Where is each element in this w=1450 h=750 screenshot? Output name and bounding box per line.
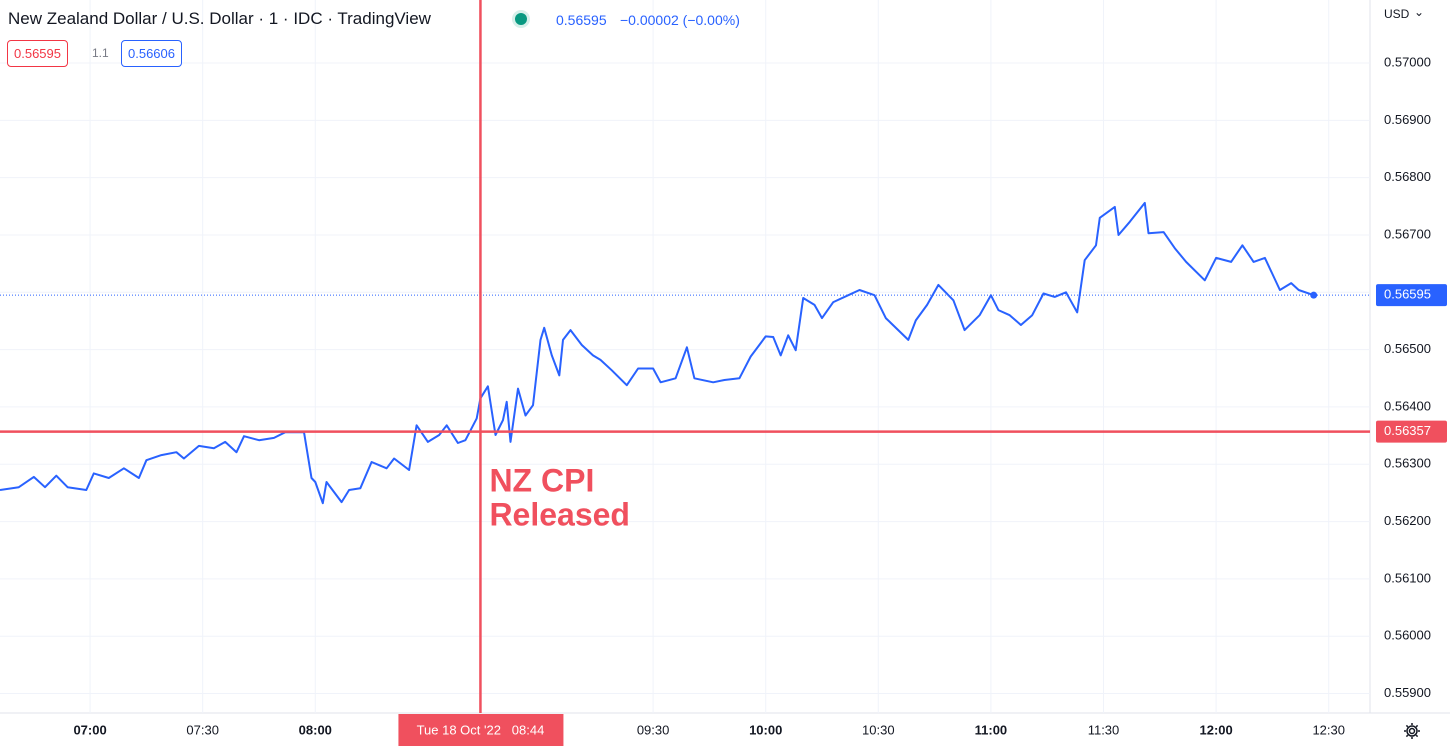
- y-tick-label: 0.57000: [1384, 54, 1431, 69]
- crosshair-y-box: [1376, 420, 1447, 443]
- crosshair-x-label: Tue 18 Oct '22 08:44: [417, 722, 545, 737]
- price-line: [0, 201, 1315, 505]
- x-tick-label: 10:00: [749, 722, 782, 737]
- buy-price[interactable]: 0.56606: [121, 40, 182, 67]
- spread: 1.1: [92, 46, 109, 60]
- y-tick-label: 0.56800: [1384, 169, 1431, 184]
- x-tick-label: 10:30: [862, 722, 895, 737]
- x-tick-label: 11:30: [1088, 722, 1120, 737]
- crosshair-x-box: [398, 714, 564, 746]
- sell-price[interactable]: 0.56595: [7, 40, 68, 67]
- last-price: 0.56595: [556, 12, 607, 28]
- y-tick-label: 0.56200: [1384, 513, 1431, 528]
- crosshair-y-label: 0.56357: [1384, 423, 1431, 438]
- last-price-label: 0.56595: [1384, 287, 1431, 302]
- y-tick-label: 0.56500: [1384, 341, 1431, 356]
- x-tick-label: 09:30: [637, 722, 670, 737]
- x-tick-label: 07:30: [186, 722, 219, 737]
- currency[interactable]: USD: [1384, 7, 1410, 21]
- x-tick-label: 12:30: [1312, 722, 1345, 737]
- annotation: NZ CPI: [489, 462, 594, 498]
- annotation: Released: [489, 496, 630, 532]
- y-tick-label: 0.56900: [1384, 112, 1431, 127]
- y-tick-label: 0.56700: [1384, 226, 1431, 241]
- y-tick-label: 0.56400: [1384, 398, 1431, 413]
- last-price-box: [1376, 284, 1447, 307]
- x-tick-label: 08:00: [299, 722, 332, 737]
- symbol-title[interactable]: New Zealand Dollar / U.S. Dollar · 1 · I…: [8, 9, 431, 28]
- market-status[interactable]: [515, 13, 527, 25]
- x-tick-label: 12:00: [1199, 722, 1232, 737]
- currency-dropdown[interactable]: ⌄: [1414, 5, 1425, 19]
- price-change: −0.00002 (−0.00%): [620, 12, 740, 28]
- y-tick-label: 0.56000: [1384, 628, 1431, 643]
- y-tick-label: 0.56100: [1384, 570, 1431, 585]
- y-tick-label: 0.56300: [1384, 456, 1431, 471]
- x-tick-label: 11:00: [975, 722, 1008, 737]
- settings-icon[interactable]: [1404, 723, 1420, 739]
- x-tick-label: 07:00: [73, 722, 106, 737]
- y-tick-label: 0.55900: [1384, 685, 1431, 700]
- last-point: [1310, 291, 1318, 299]
